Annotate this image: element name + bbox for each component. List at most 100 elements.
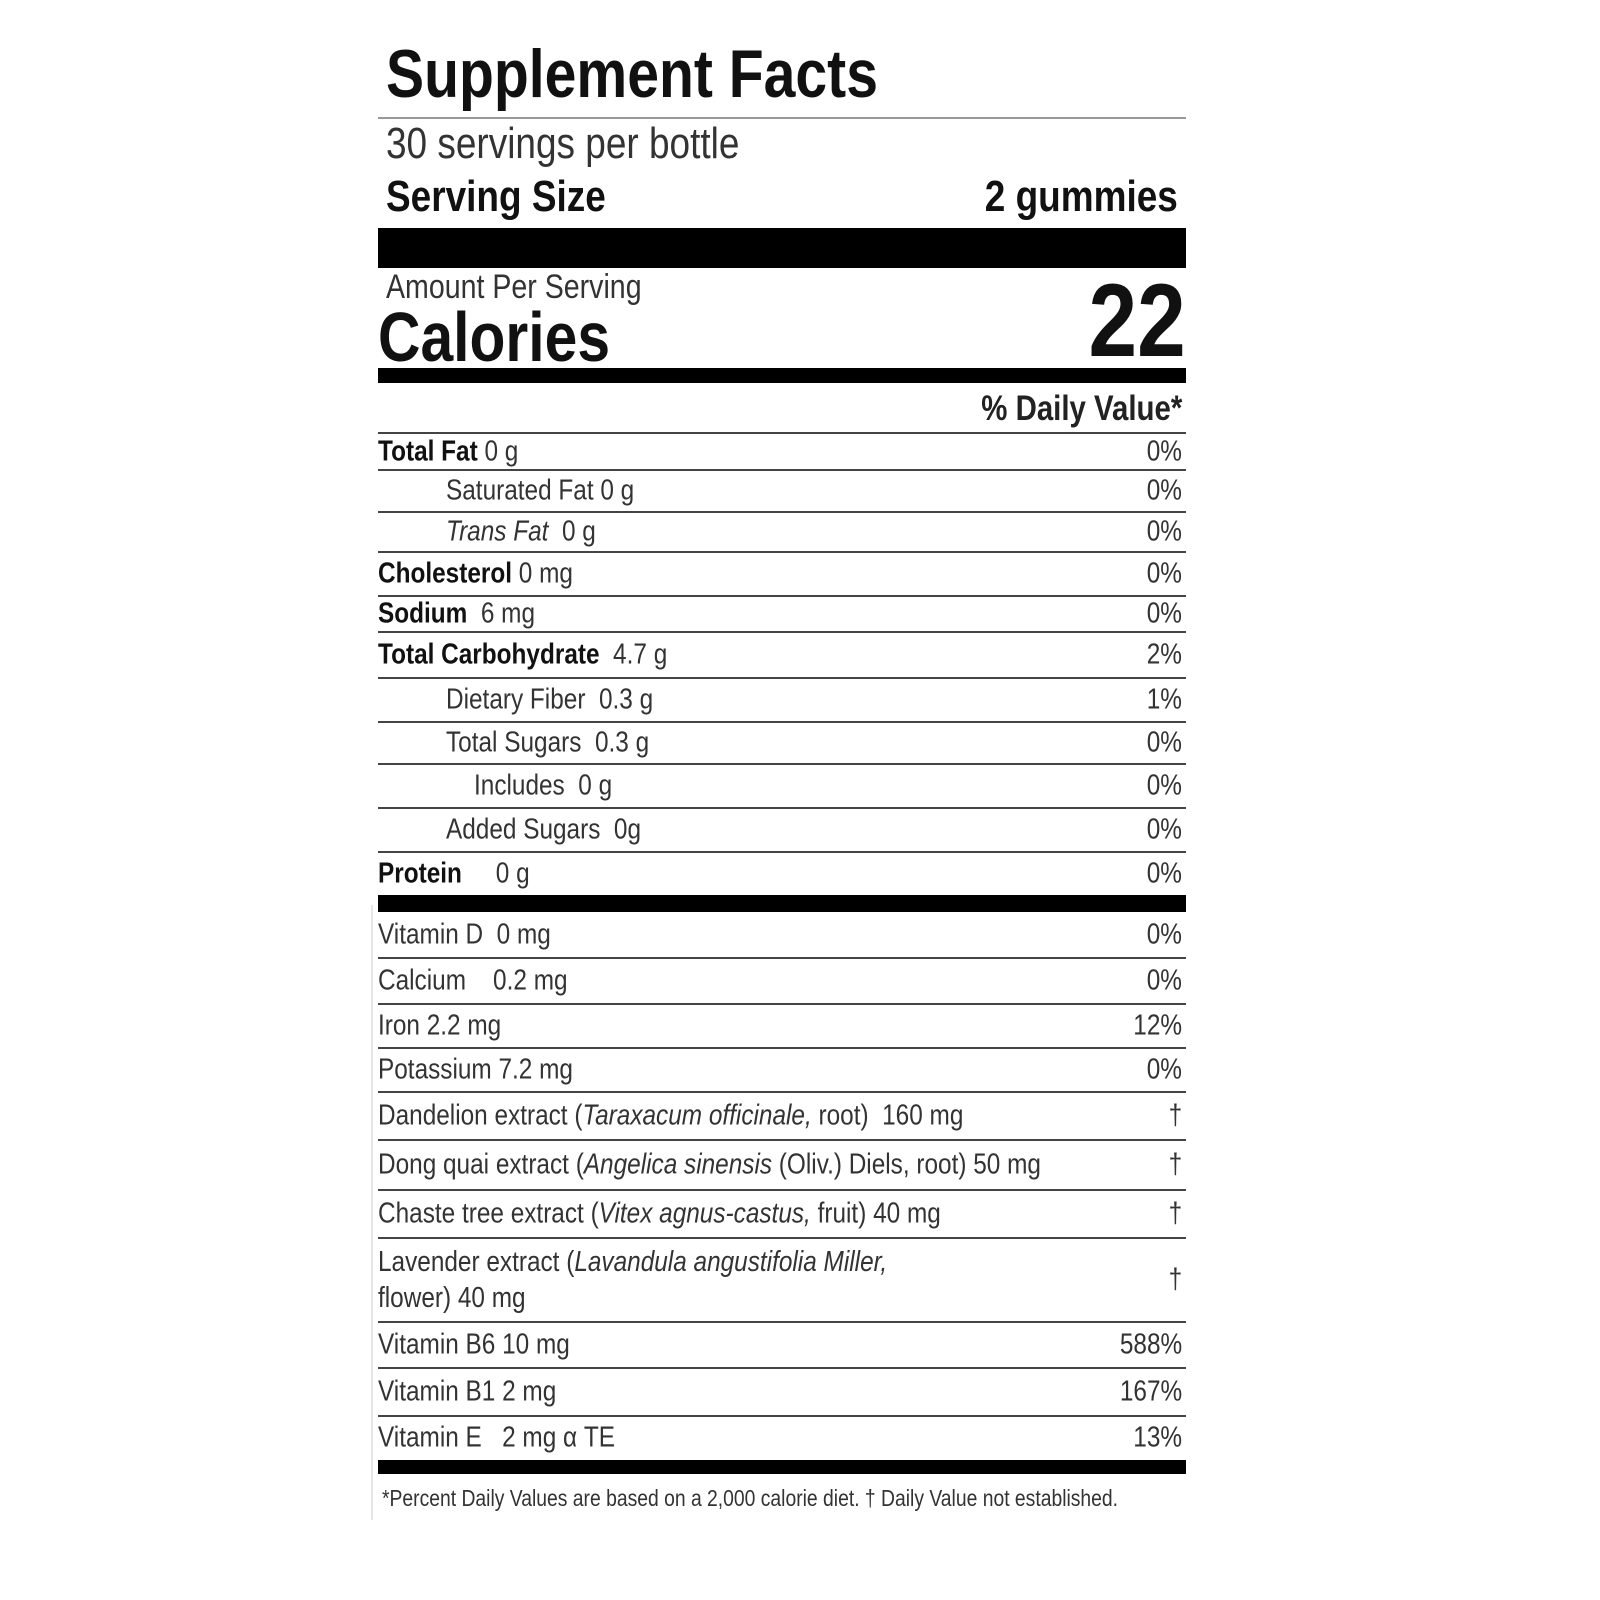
nutrient-row: Cholesterol 0 mg 0% xyxy=(378,552,1186,596)
nutrient-label-part: Taraxacum officinale, xyxy=(582,1099,812,1132)
divider xyxy=(378,677,1186,679)
nutrient-label-part: Vitex agnus-castus, xyxy=(598,1197,811,1230)
divider xyxy=(378,1367,1186,1369)
daily-value-percent: 13% xyxy=(1133,1421,1182,1454)
divider xyxy=(378,851,1186,853)
nutrient-label-part: Calcium 0.2 mg xyxy=(378,964,568,997)
nutrient-label-part: Sodium xyxy=(378,597,468,630)
nutrient-label-part: Dandelion extract ( xyxy=(378,1099,583,1132)
servings-per-container: 30 servings per bottle xyxy=(386,119,740,168)
nutrient-label-part: Vitamin B1 2 mg xyxy=(378,1375,557,1408)
daily-value-percent: 0% xyxy=(1146,964,1182,997)
nutrient-label-part: Total Fat xyxy=(378,435,478,467)
medium-divider xyxy=(378,1460,1186,1474)
daily-value-percent: 0% xyxy=(1146,435,1182,467)
medium-divider xyxy=(378,368,1186,383)
divider xyxy=(378,432,1186,434)
daily-value-percent: 1% xyxy=(1146,683,1182,716)
nutrient-label-part: 0 g xyxy=(477,435,519,467)
divider xyxy=(378,117,1186,119)
daily-value-percent: 12% xyxy=(1133,1009,1182,1042)
divider xyxy=(378,1321,1186,1323)
daily-value-percent: 0% xyxy=(1146,726,1182,759)
daily-value-percent: 167% xyxy=(1119,1375,1182,1408)
nutrient-label-part: Dong quai extract ( xyxy=(378,1148,584,1181)
nutrient-row: Sodium 6 mg 0% xyxy=(378,596,1186,632)
nutrient-label-part: Protein xyxy=(378,857,462,889)
nutrient-label-part: Added Sugars 0g xyxy=(446,813,642,846)
nutrient-label-part: Total Carbohydrate xyxy=(378,638,600,671)
divider xyxy=(378,1047,1186,1049)
divider xyxy=(378,807,1186,809)
daily-value-percent: 0% xyxy=(1146,474,1182,507)
divider xyxy=(378,763,1186,765)
nutrient-row: Vitamin B6 10 mg 588% xyxy=(378,1322,1186,1368)
nutrient-label-part: Lavender extract ( xyxy=(378,1246,575,1278)
daily-value-header: % Daily Value* xyxy=(980,389,1182,428)
daily-value-percent: 0% xyxy=(1146,557,1182,590)
calories-label: Calories xyxy=(378,298,611,376)
nutrient-label-part: Vitamin D 0 mg xyxy=(378,918,551,951)
daily-value-percent: † xyxy=(1168,1197,1182,1230)
nutrient-row: Vitamin E 2 mg α TE 13% xyxy=(378,1416,1186,1460)
nutrient-row: Lavender extract (Lavandula angustifolia… xyxy=(378,1238,1186,1322)
nutrient-row: Total Carbohydrate 4.7 g 2% xyxy=(378,632,1186,678)
left-edge-line xyxy=(371,905,373,1520)
daily-value-percent: 0% xyxy=(1146,918,1182,951)
divider xyxy=(378,1415,1186,1417)
medium-divider xyxy=(378,895,1186,912)
nutrient-row: Includes 0 g 0% xyxy=(378,764,1186,808)
nutrient-label-part: Saturated Fat 0 g xyxy=(446,474,635,507)
serving-size-label: Serving Size xyxy=(386,172,606,221)
nutrient-row: Vitamin B1 2 mg 167% xyxy=(378,1368,1186,1416)
nutrient-label-part: Iron 2.2 mg xyxy=(378,1009,502,1042)
daily-value-percent: 0% xyxy=(1146,769,1182,802)
daily-value-percent: † xyxy=(1168,1263,1182,1296)
nutrient-row: Added Sugars 0g 0% xyxy=(378,808,1186,852)
supplement-facts-label: Supplement Facts 30 servings per bottle … xyxy=(378,0,1186,1600)
nutrient-label-part: Angelica sinensis xyxy=(583,1148,773,1181)
amount-per-serving: Amount Per Serving xyxy=(386,268,642,306)
divider xyxy=(378,1091,1186,1093)
nutrient-label-part: Chaste tree extract ( xyxy=(378,1197,599,1230)
nutrient-row: Dandelion extract (Taraxacum officinale,… xyxy=(378,1092,1186,1140)
divider xyxy=(378,1139,1186,1141)
nutrient-label-part: (Oliv.) Diels, root) 50 mg xyxy=(772,1148,1041,1181)
nutrient-label-part: 0 g xyxy=(548,515,596,548)
divider xyxy=(378,1189,1186,1191)
daily-value-percent: 0% xyxy=(1146,515,1182,548)
nutrient-label-part: Includes 0 g xyxy=(474,769,613,802)
serving-size-value: 2 gummies xyxy=(984,172,1178,221)
nutrient-label-part: Vitamin B6 10 mg xyxy=(378,1328,570,1361)
nutrient-label-part: 6 mg xyxy=(467,597,536,630)
nutrient-label-part: flower) 40 mg xyxy=(378,1282,526,1314)
nutrient-label-part: Total Sugars 0.3 g xyxy=(446,726,650,759)
divider xyxy=(378,631,1186,633)
nutrient-row: Trans Fat 0 g 0% xyxy=(378,512,1186,552)
daily-value-percent: 0% xyxy=(1146,813,1182,846)
nutrient-row: Dietary Fiber 0.3 g 1% xyxy=(378,678,1186,722)
nutrient-row: Chaste tree extract (Vitex agnus-castus,… xyxy=(378,1190,1186,1238)
nutrient-label-part: Lavandula angustifolia Miller, xyxy=(574,1246,888,1278)
footnote: *Percent Daily Values are based on a 2,0… xyxy=(382,1485,1119,1511)
divider xyxy=(378,511,1186,513)
daily-value-percent: 2% xyxy=(1146,638,1182,671)
nutrient-label-part: 0 g xyxy=(461,857,530,889)
nutrient-label-part: 0 mg xyxy=(512,557,573,590)
nutrient-row: Iron 2.2 mg 12% xyxy=(378,1004,1186,1048)
daily-value-percent: † xyxy=(1168,1099,1182,1132)
daily-value-percent: 0% xyxy=(1146,857,1182,889)
nutrient-row: Potassium 7.2 mg 0% xyxy=(378,1048,1186,1092)
nutrient-row: Protein 0 g 0% xyxy=(378,852,1186,895)
nutrient-label-part: root) 160 mg xyxy=(811,1099,964,1132)
divider xyxy=(378,1003,1186,1005)
label-title: Supplement Facts xyxy=(386,36,878,112)
daily-value-percent: † xyxy=(1168,1148,1182,1181)
nutrient-label-part: Vitamin E 2 mg α TE xyxy=(378,1421,616,1454)
divider xyxy=(378,469,1186,471)
divider xyxy=(378,721,1186,723)
nutrient-row: Calcium 0.2 mg 0% xyxy=(378,958,1186,1004)
nutrient-label-part: Cholesterol xyxy=(378,557,513,590)
nutrient-row: Total Sugars 0.3 g 0% xyxy=(378,722,1186,764)
divider xyxy=(378,1237,1186,1239)
